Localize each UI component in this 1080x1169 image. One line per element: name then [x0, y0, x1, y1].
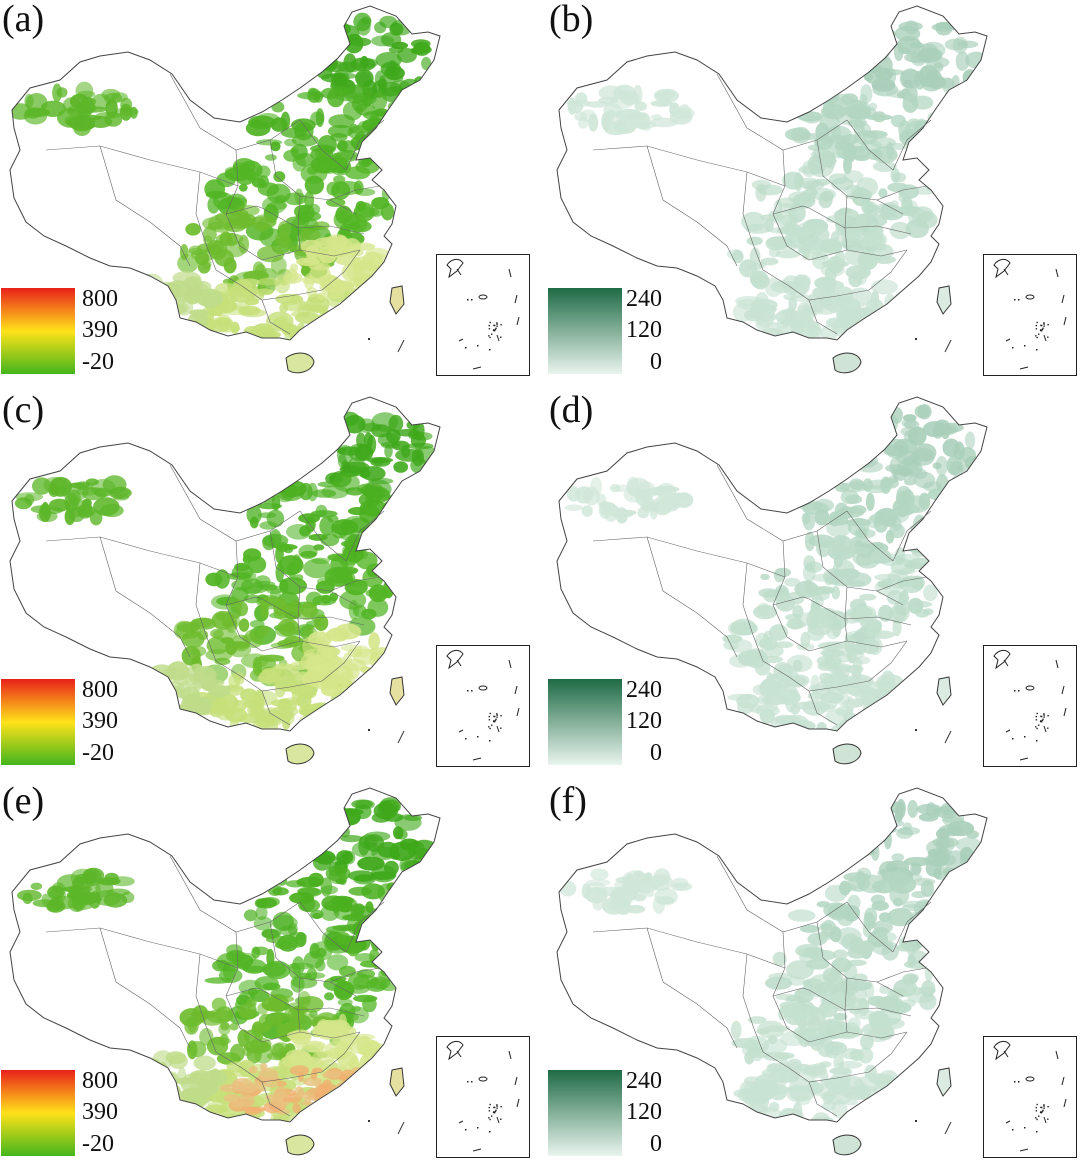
- panel-f: (f) 240 120 0: [547, 782, 1080, 1169]
- legend-tick-mid: 390: [82, 708, 118, 734]
- panel-label: (a): [2, 0, 45, 40]
- legend-tick-min: -20: [82, 1131, 114, 1157]
- legend-tick-min: 0: [650, 740, 662, 766]
- legend-color-bar: [548, 679, 622, 765]
- legend-tick-min: 0: [650, 1131, 662, 1157]
- legend-tick-max: 240: [626, 1068, 662, 1094]
- map: [9, 396, 441, 765]
- panel-e: (e) 800 390 -20: [0, 782, 540, 1169]
- panel-d: (d) 240 120 0: [547, 391, 1080, 778]
- south-china-sea-inset: [436, 254, 530, 376]
- south-china-sea-inset: [436, 1036, 530, 1158]
- color-legend: 800 390 -20: [1, 286, 129, 376]
- color-legend: 240 120 0: [548, 677, 676, 767]
- panel-label: (e): [2, 780, 45, 822]
- panel-label: (d): [549, 389, 594, 431]
- map: [556, 787, 988, 1156]
- legend-tick-min: -20: [82, 740, 114, 766]
- panel-label: (f): [549, 780, 587, 822]
- south-china-sea-inset: [983, 254, 1077, 376]
- legend-tick-mid: 120: [626, 708, 662, 734]
- legend-tick-mid: 390: [82, 317, 118, 343]
- legend-tick-mid: 390: [82, 1099, 118, 1125]
- panel-b: (b) 240 120 0: [547, 0, 1080, 387]
- legend-tick-max: 800: [82, 286, 118, 312]
- legend-color-bar: [1, 288, 75, 374]
- south-china-sea-inset: [436, 645, 530, 767]
- legend-color-bar: [548, 288, 622, 374]
- panel-label: (b): [549, 0, 594, 40]
- map: [556, 5, 988, 374]
- legend-tick-max: 800: [82, 677, 118, 703]
- map: [9, 787, 441, 1156]
- legend-tick-max: 240: [626, 677, 662, 703]
- map: [9, 5, 441, 374]
- legend-color-bar: [548, 1070, 622, 1156]
- south-china-sea-inset: [983, 1036, 1077, 1158]
- panel-label: (c): [2, 389, 45, 431]
- legend-tick-max: 800: [82, 1068, 118, 1094]
- legend-tick-min: -20: [82, 349, 114, 375]
- legend-tick-min: 0: [650, 349, 662, 375]
- south-china-sea-inset: [983, 645, 1077, 767]
- map: [556, 396, 988, 765]
- legend-tick-mid: 120: [626, 317, 662, 343]
- legend-color-bar: [1, 1070, 75, 1156]
- panel-a: (a) 800 390 -20: [0, 0, 540, 387]
- legend-color-bar: [1, 679, 75, 765]
- color-legend: 240 120 0: [548, 1068, 676, 1158]
- color-legend: 800 390 -20: [1, 1068, 129, 1158]
- color-legend: 800 390 -20: [1, 677, 129, 767]
- panel-c: (c) 800 390 -20: [0, 391, 540, 778]
- color-legend: 240 120 0: [548, 286, 676, 376]
- legend-tick-mid: 120: [626, 1099, 662, 1125]
- legend-tick-max: 240: [626, 286, 662, 312]
